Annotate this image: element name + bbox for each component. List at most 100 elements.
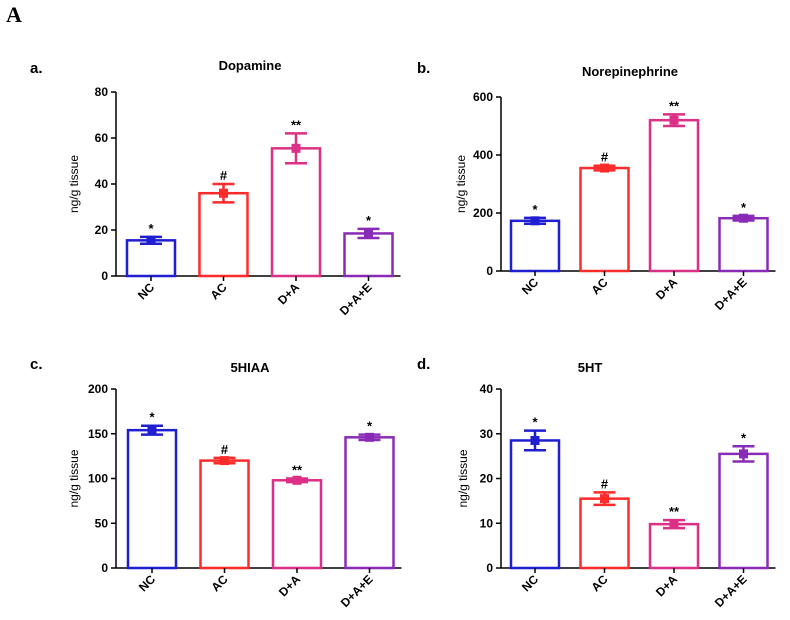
bar-AC: [579, 166, 630, 273]
y-axis-label: ng/g tissue: [454, 155, 468, 213]
y-tick-label: 50: [95, 516, 109, 530]
panel-5ht: d. 5HT 0 10 20 30 40 ng/g tissue * NC # AC ** D+A * D…: [395, 350, 776, 620]
mean-marker: [364, 228, 373, 238]
y-tick-label: 0: [101, 561, 108, 575]
mean-marker: [530, 435, 540, 445]
significance-label: #: [601, 150, 609, 165]
mean-marker: [291, 143, 301, 153]
significance-label: *: [366, 213, 372, 228]
bar-D+A+E: [344, 436, 395, 570]
y-tick-label: 40: [95, 177, 109, 191]
significance-label: *: [741, 430, 747, 445]
significance-label: #: [601, 476, 609, 491]
y-tick-label: 100: [88, 472, 108, 486]
chart-title: Dopamine: [218, 58, 282, 73]
y-axis-label: ng/g tissue: [67, 449, 81, 507]
bar-D+A+E: [343, 232, 394, 278]
bar-D+A: [648, 522, 700, 570]
y-tick-label: 400: [473, 148, 493, 162]
x-tick-label: NC: [519, 572, 541, 594]
x-tick-label: NC: [136, 572, 158, 594]
bar-NC: [509, 439, 561, 570]
panel-dopamine: a. Dopamine 0 20 40 60 80 ng/g tissue * NC # AC **…: [0, 52, 401, 318]
mean-marker: [147, 425, 157, 435]
mean-marker: [220, 456, 229, 466]
y-tick-label: 0: [486, 264, 493, 278]
x-tick-label: D+A: [653, 275, 680, 302]
y-axis-label: ng/g tissue: [67, 155, 81, 213]
x-tick-label: D+A: [275, 280, 302, 307]
panel-letter: a.: [30, 60, 43, 77]
bar-AC: [579, 497, 630, 570]
bar-NC: [125, 239, 177, 278]
mean-marker: [600, 163, 609, 173]
y-tick-label: 20: [480, 472, 494, 486]
y-tick-label: 10: [480, 516, 494, 530]
bar-NC: [509, 219, 561, 273]
chart-title: 5HIAA: [230, 360, 270, 375]
mean-marker: [292, 475, 302, 485]
significance-label: **: [669, 98, 680, 113]
bar-AC: [199, 459, 250, 570]
figure-label: A: [6, 2, 22, 27]
x-tick-label: D+A+E: [712, 572, 750, 610]
x-tick-label: NC: [135, 280, 157, 302]
panel-letter: c.: [30, 356, 43, 373]
y-tick-label: 600: [473, 90, 493, 104]
mean-marker: [669, 115, 679, 125]
mean-marker: [530, 216, 540, 226]
bar-D+A: [648, 118, 700, 273]
panel-5hiaa: c. 5HIAA 0 50 100 150 200 ng/g tissue * NC # AC **…: [0, 350, 402, 620]
mean-marker: [365, 432, 374, 442]
bar-D+A: [271, 479, 323, 570]
significance-label: *: [532, 415, 538, 430]
chart-title: 5HT: [577, 360, 603, 375]
y-tick-label: 0: [486, 561, 493, 575]
significance-label: #: [221, 442, 229, 457]
y-tick-label: 200: [88, 382, 108, 396]
significance-label: **: [669, 504, 680, 519]
chart-title: Norepinephrine: [581, 64, 679, 79]
bar-NC: [126, 428, 178, 570]
y-tick-label: 150: [88, 427, 108, 441]
significance-label: **: [292, 463, 303, 478]
x-tick-label: D+A+E: [338, 572, 376, 610]
y-tick-label: 40: [480, 382, 494, 396]
y-axis-label: ng/g tissue: [456, 449, 470, 507]
significance-label: #: [220, 168, 228, 183]
x-tick-label: AC: [588, 572, 610, 594]
y-tick-label: 200: [473, 206, 493, 220]
x-tick-label: D+A: [276, 572, 303, 599]
x-tick-label: D+A+E: [712, 275, 750, 313]
bar-chart-5ht: 0 10 20 30 40 ng/g tissue * NC # AC ** D+A * D+A+E: [456, 382, 776, 610]
bar-AC: [198, 191, 249, 278]
significance-label: *: [532, 202, 538, 217]
bar-chart-5hiaa: 0 50 100 150 200 ng/g tissue * NC # AC ** D+A * D+A+E: [67, 382, 402, 610]
mean-marker: [739, 213, 748, 223]
significance-label: *: [148, 221, 154, 236]
y-tick-label: 20: [95, 223, 109, 237]
x-tick-label: D+A+E: [337, 280, 375, 318]
y-tick-label: 60: [95, 131, 109, 145]
mean-marker: [739, 449, 748, 459]
panel-norepinephrine: b. Norepinephrine 0 200 400 600 ng/g tissue *…: [395, 52, 776, 317]
significance-label: *: [149, 410, 155, 425]
mean-marker: [146, 235, 156, 245]
x-tick-label: AC: [207, 280, 229, 302]
significance-label: *: [367, 419, 373, 434]
x-tick-label: AC: [208, 572, 230, 594]
bar-D+A: [270, 147, 322, 278]
bar-D+A+E: [718, 452, 769, 570]
mean-marker: [600, 494, 609, 504]
mean-marker: [669, 519, 679, 529]
y-tick-label: 30: [480, 427, 494, 441]
x-tick-label: AC: [588, 275, 610, 297]
significance-label: **: [291, 117, 302, 132]
panel-letter: d.: [417, 356, 431, 373]
panel-letter: b.: [417, 60, 431, 77]
mean-marker: [219, 188, 228, 198]
x-tick-label: D+A: [653, 572, 680, 599]
y-tick-label: 80: [95, 85, 109, 99]
y-tick-label: 0: [101, 269, 108, 283]
bar-D+A+E: [718, 216, 769, 273]
